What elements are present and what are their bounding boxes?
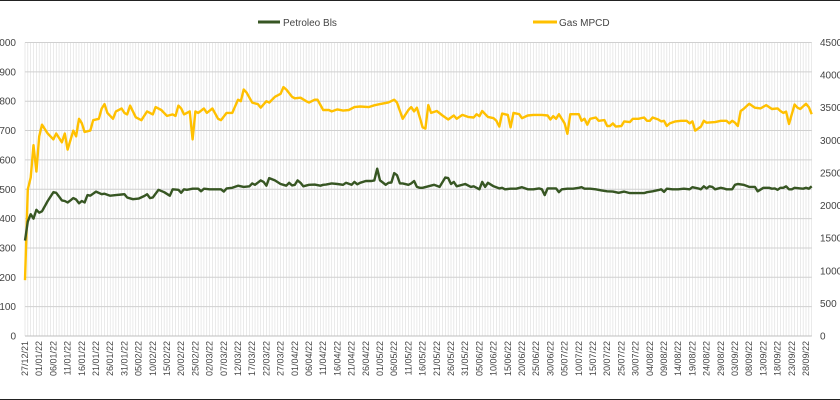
x-axis-tick-label: 02/03/22 <box>205 341 215 376</box>
left-axis-tick-label: 100 <box>0 302 16 313</box>
x-axis-tick-label: 31/01/22 <box>119 341 129 376</box>
x-axis-tick-label: 16/01/22 <box>77 341 87 376</box>
gridlines <box>24 42 812 337</box>
x-axis-tick-label: 25/02/22 <box>190 341 200 376</box>
x-axis-tick-label: 12/03/22 <box>233 341 243 376</box>
x-axis-tick-label: 21/05/22 <box>432 341 442 376</box>
x-axis-tick-label: 24/08/22 <box>702 341 712 376</box>
left-axis-tick-label: 900 <box>0 67 16 78</box>
legend-label-petroleo: Petroleo Bls <box>283 18 337 29</box>
x-axis-tick-label: 09/08/22 <box>659 341 669 376</box>
right-axis-tick-label: 2000 <box>820 201 840 212</box>
x-axis-tick-label: 22/03/22 <box>261 341 271 376</box>
left-axis-tick-label: 1000 <box>0 38 16 49</box>
right-axis-tick-label: 1000 <box>820 266 840 277</box>
left-axis-tick-label: 0 <box>10 332 16 343</box>
x-axis-tick-label: 11/01/22 <box>63 341 73 375</box>
x-axis-tick-label: 14/08/22 <box>673 341 683 376</box>
x-axis-tick-label: 13/09/22 <box>758 341 768 376</box>
left-axis-tick-label: 800 <box>0 97 16 108</box>
x-axis-tick-label: 01/01/22 <box>34 341 44 376</box>
x-axis-tick-label: 26/05/22 <box>446 341 456 376</box>
x-axis-tick-label: 25/07/22 <box>616 341 626 376</box>
x-axis-tick-label: 15/07/22 <box>588 341 598 376</box>
x-axis-tick-label: 21/01/22 <box>91 341 101 376</box>
x-axis-tick-label: 11/04/22 <box>318 341 328 375</box>
left-axis-tick-label: 700 <box>0 126 16 137</box>
x-axis-tick-label: 20/07/22 <box>602 341 612 376</box>
x-axis-tick-label: 27/03/22 <box>276 341 286 376</box>
x-axis-tick-label: 16/05/22 <box>418 341 428 376</box>
left-axis-ticks: 0 100 200 300 400 500 600 700 800 900 1000 <box>0 38 16 343</box>
x-axis-tick-label: 27/12/21 <box>20 341 30 376</box>
x-axis-tick-label: 26/04/22 <box>361 341 371 376</box>
x-axis-tick-label: 21/04/22 <box>347 341 357 376</box>
x-axis-tick-label: 15/02/22 <box>162 341 172 376</box>
left-axis-tick-label: 600 <box>0 155 16 166</box>
x-axis-tick-label: 10/07/22 <box>574 341 584 376</box>
x-axis-tick-label: 15/06/22 <box>503 341 513 376</box>
series-line-gas-mpcd <box>23 85 813 281</box>
x-axis-tick-label: 04/08/22 <box>645 341 655 376</box>
legend-label-gas: Gas MPCD <box>559 18 610 29</box>
x-axis-tick-label: 31/05/22 <box>460 341 470 376</box>
x-axis-tick-label: 05/02/22 <box>134 341 144 376</box>
right-axis-tick-label: 3500 <box>820 103 840 114</box>
x-axis-tick-label: 17/03/22 <box>247 341 257 376</box>
x-axis-tick-label: 29/08/22 <box>716 341 726 376</box>
left-axis-tick-label: 500 <box>0 185 16 196</box>
left-axis-tick-label: 400 <box>0 214 16 225</box>
x-axis-tick-label: 03/09/22 <box>730 341 740 376</box>
x-axis-tick-label: 26/01/22 <box>105 341 115 376</box>
x-axis-tick-label: 11/05/22 <box>403 341 413 375</box>
x-axis-tick-label: 20/02/22 <box>176 341 186 376</box>
series-lines <box>23 85 813 281</box>
x-axis-tick-label: 23/09/22 <box>787 341 797 376</box>
x-axis-tick-label: 05/07/22 <box>560 341 570 376</box>
x-axis-tick-label: 28/09/22 <box>801 341 811 376</box>
x-axis-tick-label: 07/03/22 <box>219 341 229 376</box>
left-axis-tick-label: 300 <box>0 243 16 254</box>
x-axis-tick-label: 06/01/22 <box>48 341 58 376</box>
right-axis-tick-label: 4500 <box>820 38 840 49</box>
x-axis-tick-label: 30/06/22 <box>545 341 555 376</box>
x-axis-tick-label: 06/04/22 <box>304 341 314 376</box>
right-axis-tick-label: 3000 <box>820 136 840 147</box>
series-line-petroleo-bls <box>23 167 813 241</box>
x-axis-tick-label: 20/06/22 <box>517 341 527 376</box>
x-axis-tick-label: 10/06/22 <box>489 341 499 376</box>
x-axis-tick-label: 06/05/22 <box>389 341 399 376</box>
x-axis-tick-label: 25/06/22 <box>531 341 541 376</box>
right-axis-tick-label: 4000 <box>820 71 840 82</box>
right-axis-tick-label: 0 <box>820 332 826 343</box>
x-axis-tick-label: 10/02/22 <box>148 341 158 376</box>
x-axis-tick-label: 30/07/22 <box>631 341 641 376</box>
right-axis-ticks: 0 500 1000 1500 2000 2500 3000 3500 4000 4500 <box>820 38 840 343</box>
x-axis-tick-label: 18/09/22 <box>773 341 783 376</box>
legend: Petroleo Bls Gas MPCD <box>258 18 610 29</box>
left-axis-tick-label: 200 <box>0 273 16 284</box>
x-axis-tick-label: 01/04/22 <box>290 341 300 376</box>
x-axis-tick-label: 01/05/22 <box>375 341 385 376</box>
right-axis-tick-label: 500 <box>820 299 837 310</box>
x-axis-tick-label: 19/08/22 <box>687 341 697 376</box>
right-axis-tick-label: 2500 <box>820 168 840 179</box>
x-axis-tick-label: 08/09/22 <box>744 341 754 376</box>
x-axis-tick-label: 05/06/22 <box>474 341 484 376</box>
x-axis-tick-label: 16/04/22 <box>332 341 342 376</box>
x-axis-ticks: 27/12/21 01/01/22 06/01/22 11/01/22 16/01/22… <box>20 341 811 376</box>
right-axis-tick-label: 1500 <box>820 234 840 245</box>
